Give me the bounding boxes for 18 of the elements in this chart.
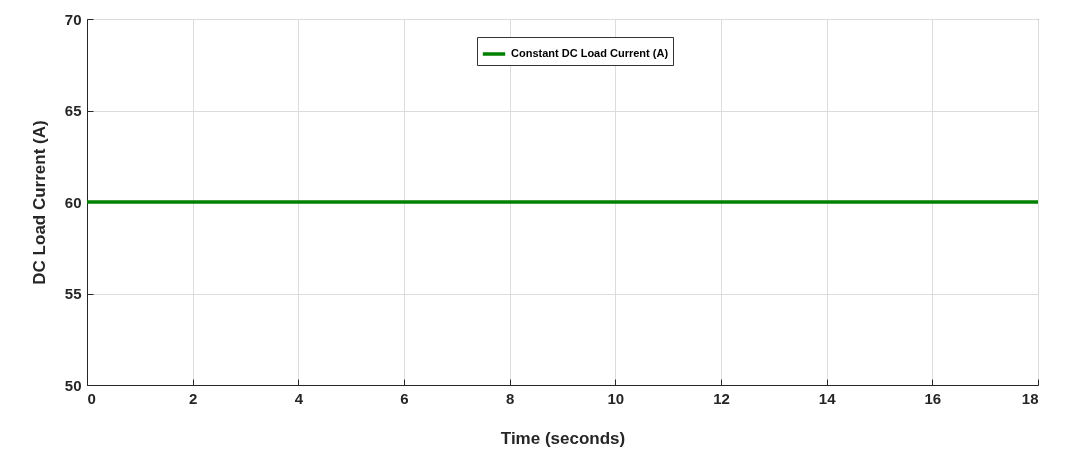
x-tick-label: 18 bbox=[1021, 389, 1039, 407]
x-tick-label: 6 bbox=[400, 389, 409, 407]
y-tick-label: 50 bbox=[64, 376, 82, 394]
x-axis-title: Time (seconds) bbox=[500, 428, 626, 448]
y-tick-label: 70 bbox=[64, 10, 82, 28]
x-tick-label: 2 bbox=[188, 389, 198, 407]
x-tick-label: 10 bbox=[607, 389, 625, 407]
y-axis-title: DC Load Current (A) bbox=[29, 120, 49, 285]
x-tick-label: 12 bbox=[713, 389, 730, 407]
x-tick-label: 0 bbox=[87, 389, 96, 407]
x-tick-label: 16 bbox=[924, 389, 942, 407]
legend-label: Constant DC Load Current (A) bbox=[511, 47, 669, 59]
x-tick-label: 4 bbox=[294, 389, 304, 407]
y-tick-label: 60 bbox=[64, 193, 82, 211]
x-tick-label: 14 bbox=[818, 389, 837, 407]
y-tick-label: 65 bbox=[64, 102, 82, 119]
x-tick-label: 8 bbox=[505, 389, 515, 407]
y-tick-label: 55 bbox=[64, 285, 82, 302]
